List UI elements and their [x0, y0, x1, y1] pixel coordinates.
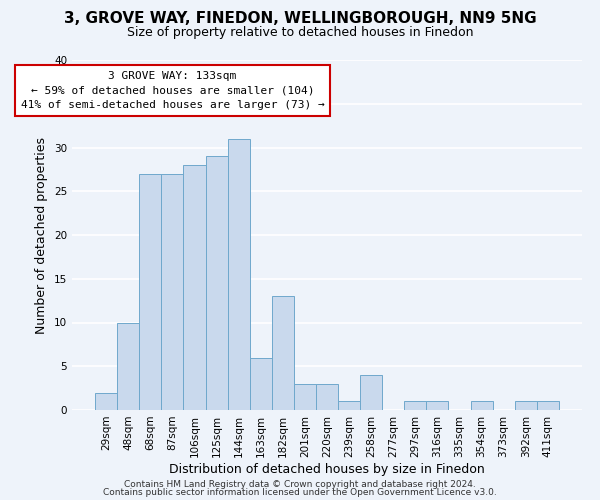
Bar — [117, 322, 139, 410]
Text: Size of property relative to detached houses in Finedon: Size of property relative to detached ho… — [127, 26, 473, 39]
Bar — [95, 392, 117, 410]
Bar — [294, 384, 316, 410]
Text: 3, GROVE WAY, FINEDON, WELLINGBOROUGH, NN9 5NG: 3, GROVE WAY, FINEDON, WELLINGBOROUGH, N… — [64, 11, 536, 26]
Bar — [316, 384, 338, 410]
Bar — [161, 174, 184, 410]
Y-axis label: Number of detached properties: Number of detached properties — [35, 136, 49, 334]
Bar — [206, 156, 227, 410]
Bar — [250, 358, 272, 410]
Bar — [139, 174, 161, 410]
Text: Contains public sector information licensed under the Open Government Licence v3: Contains public sector information licen… — [103, 488, 497, 497]
Bar — [404, 401, 427, 410]
Text: 3 GROVE WAY: 133sqm
← 59% of detached houses are smaller (104)
41% of semi-detac: 3 GROVE WAY: 133sqm ← 59% of detached ho… — [20, 70, 325, 110]
Bar — [272, 296, 294, 410]
X-axis label: Distribution of detached houses by size in Finedon: Distribution of detached houses by size … — [169, 462, 485, 475]
Bar — [360, 375, 382, 410]
Bar — [338, 401, 360, 410]
Bar — [427, 401, 448, 410]
Bar — [470, 401, 493, 410]
Bar — [184, 165, 206, 410]
Bar — [227, 139, 250, 410]
Text: Contains HM Land Registry data © Crown copyright and database right 2024.: Contains HM Land Registry data © Crown c… — [124, 480, 476, 489]
Bar — [515, 401, 537, 410]
Bar — [537, 401, 559, 410]
